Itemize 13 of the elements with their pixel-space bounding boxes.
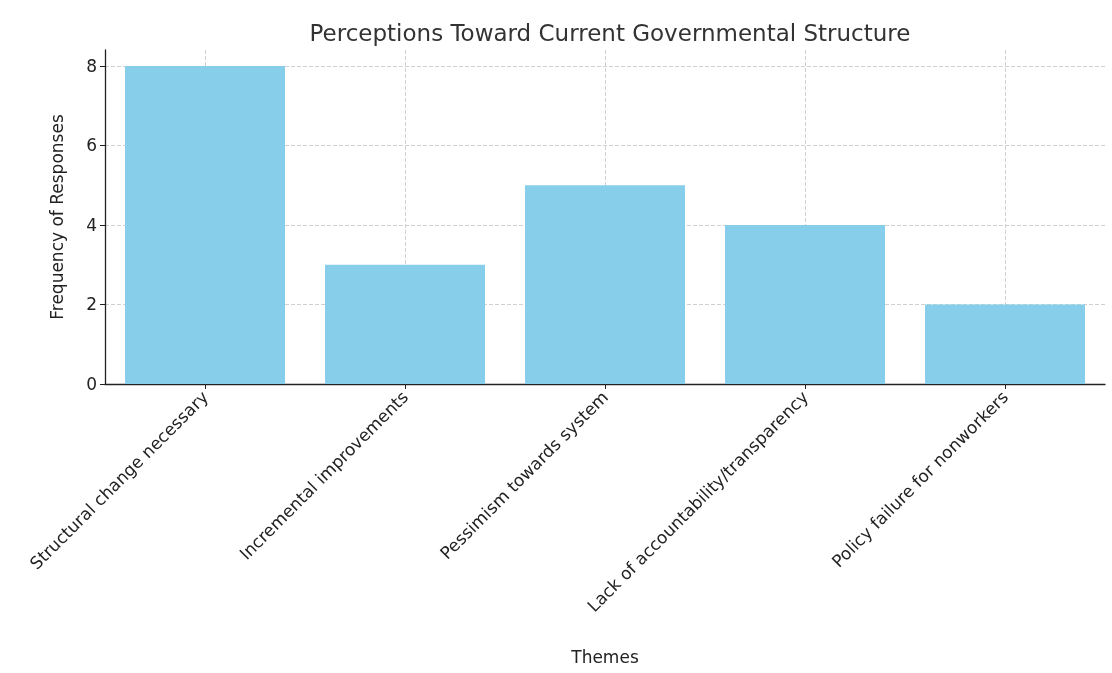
bar [525, 185, 685, 384]
y-tick-label: 6 [86, 135, 97, 156]
y-tick-label: 4 [86, 214, 97, 235]
bar [125, 65, 285, 384]
x-axis-title: Themes [570, 646, 639, 667]
bar [725, 224, 885, 384]
y-tick-label: 0 [86, 374, 97, 394]
bar [325, 264, 485, 384]
chart-title: Perceptions Toward Current Governmental Structure [309, 19, 911, 46]
bar [925, 304, 1085, 384]
y-tick-label: 2 [86, 294, 97, 315]
y-axis-title: Frequency of Responses [46, 114, 67, 320]
y-tick-label: 8 [86, 55, 97, 76]
